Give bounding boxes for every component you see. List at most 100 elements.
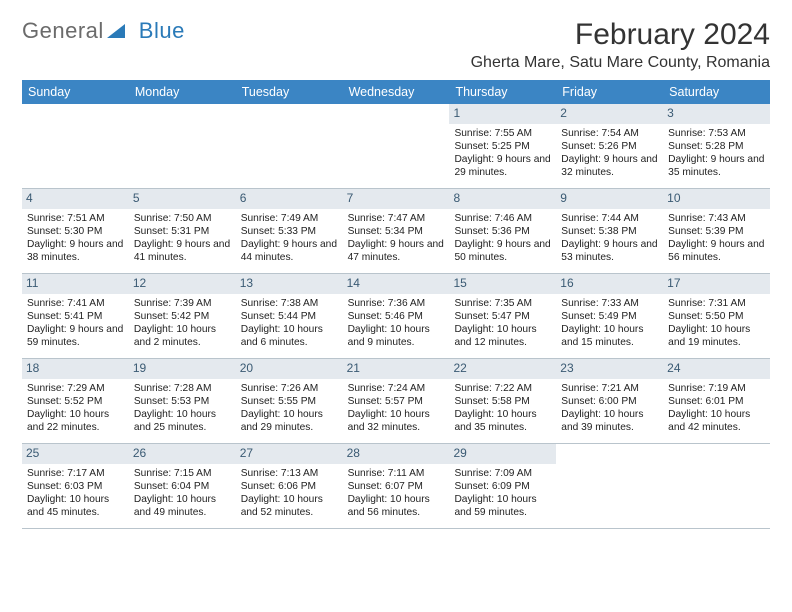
day-number: 27 [236, 444, 343, 464]
day-number: 14 [343, 274, 450, 294]
sunrise-text: Sunrise: 7:29 AM [27, 382, 124, 395]
sunset-text: Sunset: 5:30 PM [27, 225, 124, 238]
day-number [129, 104, 236, 124]
daylight-text: Daylight: 10 hours and 52 minutes. [241, 493, 338, 520]
day-cell: 1Sunrise: 7:55 AMSunset: 5:25 PMDaylight… [449, 104, 556, 188]
sunrise-text: Sunrise: 7:41 AM [27, 297, 124, 310]
month-title: February 2024 [471, 18, 770, 52]
day-cell: 19Sunrise: 7:28 AMSunset: 5:53 PMDayligh… [129, 359, 236, 443]
day-number: 7 [343, 189, 450, 209]
day-number [343, 104, 450, 124]
daylight-text: Daylight: 9 hours and 44 minutes. [241, 238, 338, 265]
day-cell: 16Sunrise: 7:33 AMSunset: 5:49 PMDayligh… [556, 274, 663, 358]
daylight-text: Daylight: 9 hours and 38 minutes. [27, 238, 124, 265]
day-cell: 25Sunrise: 7:17 AMSunset: 6:03 PMDayligh… [22, 444, 129, 528]
day-cell: 18Sunrise: 7:29 AMSunset: 5:52 PMDayligh… [22, 359, 129, 443]
sunrise-text: Sunrise: 7:35 AM [454, 297, 551, 310]
daylight-text: Daylight: 10 hours and 29 minutes. [241, 408, 338, 435]
day-number: 19 [129, 359, 236, 379]
sunrise-text: Sunrise: 7:11 AM [348, 467, 445, 480]
sunrise-text: Sunrise: 7:13 AM [241, 467, 338, 480]
day-number: 3 [663, 104, 770, 124]
day-cell: 27 Sunrise: 7:13 AMSunset: 6:06 PMDayligh… [236, 444, 343, 528]
sunrise-text: Sunrise: 7:31 AM [668, 297, 765, 310]
brand-part1: General [22, 18, 104, 44]
day-cell: 12Sunrise: 7:39 AMSunset: 5:42 PMDayligh… [129, 274, 236, 358]
day-number: 10 [663, 189, 770, 209]
daylight-text: Daylight: 10 hours and 32 minutes. [348, 408, 445, 435]
day-cell: 17Sunrise: 7:31 AMSunset: 5:50 PMDayligh… [663, 274, 770, 358]
sunrise-text: Sunrise: 7:43 AM [668, 212, 765, 225]
sunset-text: Sunset: 6:04 PM [134, 480, 231, 493]
sunrise-text: Sunrise: 7:50 AM [134, 212, 231, 225]
daylight-text: Daylight: 10 hours and 22 minutes. [27, 408, 124, 435]
day-number: 13 [236, 274, 343, 294]
sunrise-text: Sunrise: 7:19 AM [668, 382, 765, 395]
sunrise-text: Sunrise: 7:54 AM [561, 127, 658, 140]
week-row: 4Sunrise: 7:51 AMSunset: 5:30 PMDaylight… [22, 189, 770, 274]
day-number: 8 [449, 189, 556, 209]
sunrise-text: Sunrise: 7:51 AM [27, 212, 124, 225]
day-number: 28 [343, 444, 450, 464]
sunset-text: Sunset: 6:06 PM [241, 480, 338, 493]
sunrise-text: Sunrise: 7:26 AM [241, 382, 338, 395]
day-cell [22, 104, 129, 188]
daylight-text: Daylight: 10 hours and 56 minutes. [348, 493, 445, 520]
day-cell: 9 Sunrise: 7:44 AMSunset: 5:38 PMDaylight… [556, 189, 663, 273]
day-cell [129, 104, 236, 188]
daylight-text: Daylight: 10 hours and 49 minutes. [134, 493, 231, 520]
day-number: 15 [449, 274, 556, 294]
day-number: 2 [556, 104, 663, 124]
sunset-text: Sunset: 5:55 PM [241, 395, 338, 408]
week-row: 11Sunrise: 7:41 AMSunset: 5:41 PMDayligh… [22, 274, 770, 359]
sunset-text: Sunset: 5:44 PM [241, 310, 338, 323]
day-number: 16 [556, 274, 663, 294]
sunset-text: Sunset: 5:33 PM [241, 225, 338, 238]
day-cell: 6 Sunrise: 7:49 AMSunset: 5:33 PMDaylight… [236, 189, 343, 273]
sunrise-text: Sunrise: 7:47 AM [348, 212, 445, 225]
daylight-text: Daylight: 10 hours and 45 minutes. [27, 493, 124, 520]
brand-part2: Blue [139, 18, 185, 44]
day-number: 9 [556, 189, 663, 209]
sunrise-text: Sunrise: 7:21 AM [561, 382, 658, 395]
day-number: 25 [22, 444, 129, 464]
day-cell: 21Sunrise: 7:24 AMSunset: 5:57 PMDayligh… [343, 359, 450, 443]
week-row: 25Sunrise: 7:17 AMSunset: 6:03 PMDayligh… [22, 444, 770, 529]
daylight-text: Daylight: 10 hours and 12 minutes. [454, 323, 551, 350]
day-number: 6 [236, 189, 343, 209]
sunrise-text: Sunrise: 7:49 AM [241, 212, 338, 225]
sunset-text: Sunset: 5:26 PM [561, 140, 658, 153]
day-number [663, 444, 770, 464]
day-number: 17 [663, 274, 770, 294]
week-row: 18Sunrise: 7:29 AMSunset: 5:52 PMDayligh… [22, 359, 770, 444]
sunrise-text: Sunrise: 7:44 AM [561, 212, 658, 225]
day-number: 20 [236, 359, 343, 379]
sunset-text: Sunset: 5:41 PM [27, 310, 124, 323]
daylight-text: Daylight: 9 hours and 35 minutes. [668, 153, 765, 180]
daylight-text: Daylight: 9 hours and 32 minutes. [561, 153, 658, 180]
day-number: 4 [22, 189, 129, 209]
triangle-icon [107, 18, 125, 44]
sunset-text: Sunset: 5:49 PM [561, 310, 658, 323]
daylight-text: Daylight: 9 hours and 53 minutes. [561, 238, 658, 265]
sunset-text: Sunset: 5:28 PM [668, 140, 765, 153]
sunset-text: Sunset: 5:38 PM [561, 225, 658, 238]
sunset-text: Sunset: 5:58 PM [454, 395, 551, 408]
day-number [556, 444, 663, 464]
sunset-text: Sunset: 5:39 PM [668, 225, 765, 238]
daylight-text: Daylight: 10 hours and 42 minutes. [668, 408, 765, 435]
day-cell: 24Sunrise: 7:19 AMSunset: 6:01 PMDayligh… [663, 359, 770, 443]
day-cell: 22Sunrise: 7:22 AMSunset: 5:58 PMDayligh… [449, 359, 556, 443]
sunrise-text: Sunrise: 7:53 AM [668, 127, 765, 140]
calendar-table: Sunday Monday Tuesday Wednesday Thursday… [22, 80, 770, 529]
day-cell: 7Sunrise: 7:47 AMSunset: 5:34 PMDaylight… [343, 189, 450, 273]
sunset-text: Sunset: 5:31 PM [134, 225, 231, 238]
calendar-page: General Blue February 2024 Gherta Mare, … [0, 0, 792, 529]
day-cell: 15Sunrise: 7:35 AMSunset: 5:47 PMDayligh… [449, 274, 556, 358]
header: General Blue February 2024 Gherta Mare, … [22, 18, 770, 72]
day-number: 29 [449, 444, 556, 464]
day-number [22, 104, 129, 124]
daylight-text: Daylight: 10 hours and 2 minutes. [134, 323, 231, 350]
daylight-text: Daylight: 10 hours and 35 minutes. [454, 408, 551, 435]
daylight-text: Daylight: 9 hours and 56 minutes. [668, 238, 765, 265]
